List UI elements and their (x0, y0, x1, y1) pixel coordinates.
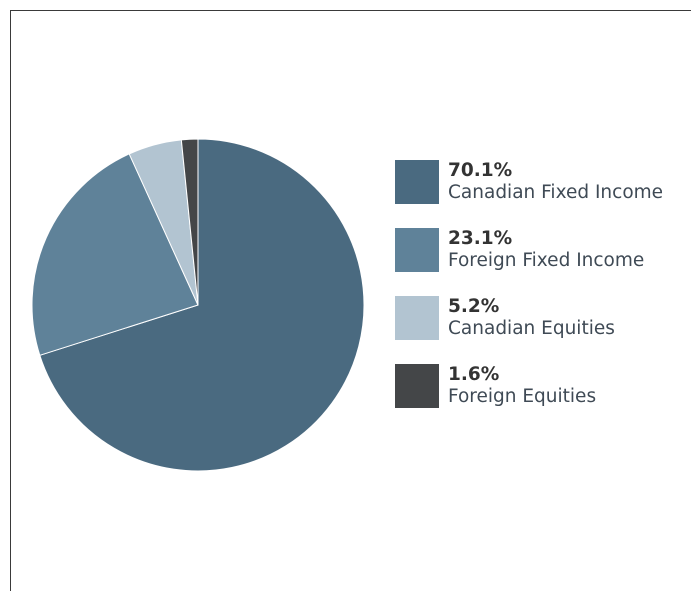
legend-percent: 23.1% (448, 228, 513, 249)
legend-percent: 70.1% (448, 160, 513, 181)
legend-swatch (395, 160, 439, 204)
legend-item-foreign-fixed-income: 23.1% Foreign Fixed Income (395, 228, 691, 274)
legend-percent: 1.6% (448, 364, 500, 385)
legend-label: Canadian Fixed Income (448, 182, 664, 203)
legend-swatch (395, 296, 439, 340)
pie-slice-foreign-equities (180, 138, 199, 306)
pie-slice-canadian-fixed-income (39, 138, 365, 472)
legend-label: Canadian Equities (448, 318, 615, 339)
legend-item-canadian-fixed-income: 70.1% Canadian Fixed Income (395, 160, 691, 206)
legend-item-canadian-equities: 5.2% Canadian Equities (395, 296, 691, 342)
pie-slice-foreign-fixed-income (31, 153, 199, 356)
chart-frame (10, 10, 691, 591)
legend-swatch (395, 228, 439, 272)
legend-item-foreign-equities: 1.6% Foreign Equities (395, 364, 691, 410)
legend-label: Foreign Fixed Income (448, 250, 645, 271)
legend-percent: 5.2% (448, 296, 500, 317)
legend-swatch (395, 364, 439, 408)
legend-label: Foreign Equities (448, 386, 597, 407)
